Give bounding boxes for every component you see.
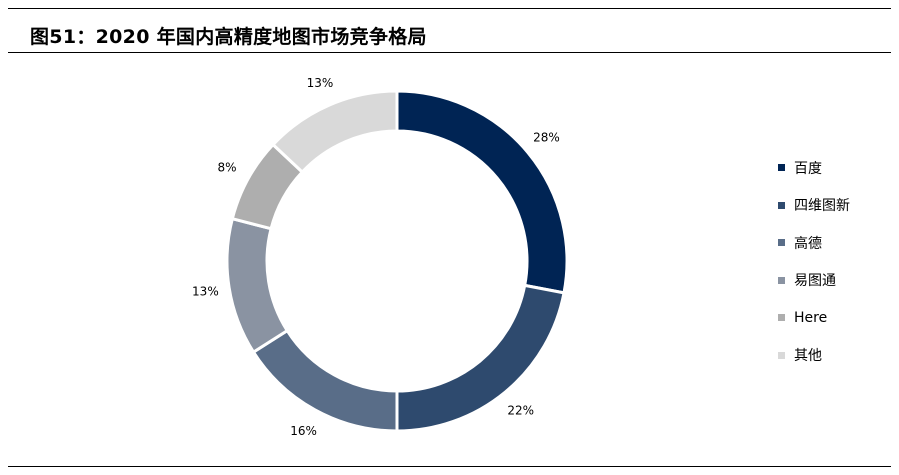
- legend-swatch: [778, 351, 785, 359]
- legend-swatch: [778, 276, 785, 284]
- legend-item: 四维图新: [778, 187, 850, 225]
- legend-swatch: [778, 164, 785, 172]
- legend-label: Here: [794, 309, 828, 326]
- chart-legend: 百度四维图新高德易图通 Here 其他: [778, 149, 850, 374]
- slice-3: [251, 328, 399, 433]
- figure-title: 图51：2020 年国内高精度地图市场竞争格局: [30, 26, 427, 48]
- legend-item: Here: [778, 299, 850, 337]
- data-label-4: 13%: [192, 284, 219, 298]
- legend-item: 易图通: [778, 262, 850, 300]
- slice-2: [395, 283, 566, 433]
- legend-item: 百度: [778, 149, 850, 187]
- legend-label: 百度: [794, 160, 822, 177]
- legend-label: 其他: [794, 348, 822, 365]
- legend-label: 高德: [794, 235, 822, 252]
- data-label-1: 28%: [533, 130, 560, 144]
- title-rule: [8, 52, 891, 53]
- data-label-3: 16%: [290, 424, 317, 438]
- data-label-5: 8%: [217, 161, 236, 175]
- legend-label: 易图通: [794, 273, 836, 290]
- donut-slices: [225, 89, 569, 433]
- legend-swatch: [778, 314, 785, 322]
- top-rule: [8, 8, 891, 9]
- legend-label: 四维图新: [794, 198, 850, 215]
- data-label-6: 13%: [307, 76, 334, 90]
- legend-item: 高德: [778, 224, 850, 262]
- slice-1: [395, 89, 569, 295]
- slice-4: [225, 216, 290, 355]
- slice-6: [270, 89, 399, 175]
- data-labels: 28% 22% 16% 13% 8% 13%: [192, 76, 560, 438]
- legend-swatch: [778, 201, 785, 209]
- legend-swatch: [778, 239, 785, 247]
- bottom-rule: [8, 466, 891, 467]
- data-label-2: 22%: [507, 403, 534, 417]
- legend-item: 其他: [778, 337, 850, 375]
